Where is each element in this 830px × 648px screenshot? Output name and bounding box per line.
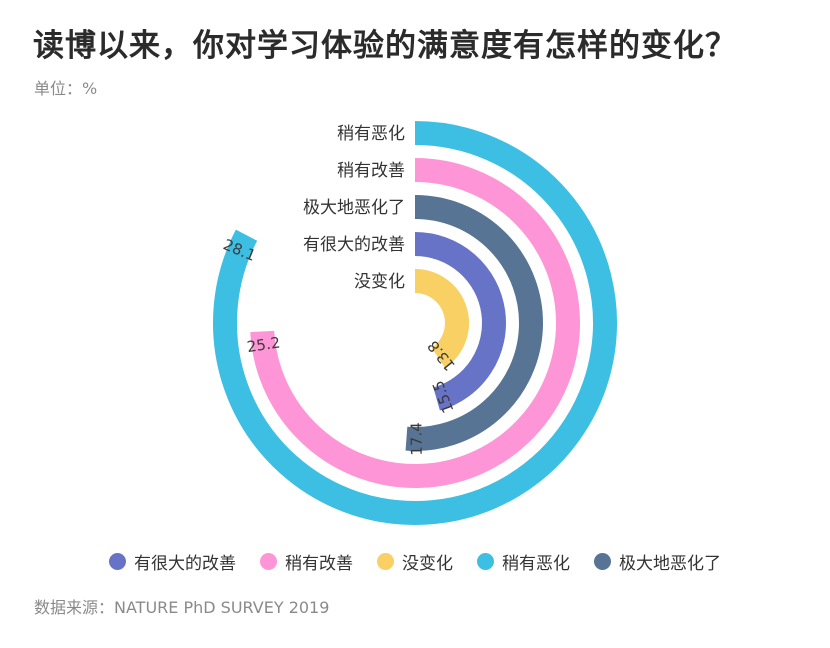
legend-item: 极大地恶化了 (594, 549, 721, 574)
legend-swatch (477, 553, 494, 570)
legend-item: 没变化 (377, 549, 453, 574)
legend-label: 有很大的改善 (134, 549, 236, 574)
legend-item: 稍有恶化 (477, 549, 570, 574)
legend-swatch (594, 553, 611, 570)
legend-item: 有很大的改善 (109, 549, 236, 574)
legend-label: 没变化 (402, 549, 453, 574)
ring-value-label: 17.4 (407, 422, 425, 456)
legend: 有很大的改善 稍有改善 没变化 稍有恶化 极大地恶化了 (0, 549, 830, 574)
legend-swatch (377, 553, 394, 570)
source-note: 数据来源：NATURE PhD SURVEY 2019 (34, 594, 329, 618)
ring-category-label: 极大地恶化了 (303, 198, 405, 218)
legend-label: 极大地恶化了 (619, 549, 721, 574)
legend-label: 稍有改善 (285, 549, 353, 574)
legend-label: 稍有恶化 (502, 549, 570, 574)
ring-category-label: 稍有改善 (337, 161, 405, 181)
legend-item: 稍有改善 (260, 549, 353, 574)
ring-category-label: 没变化 (354, 272, 405, 292)
ring-category-label: 稍有恶化 (337, 124, 405, 144)
legend-swatch (109, 553, 126, 570)
legend-swatch (260, 553, 277, 570)
ring-category-label: 有很大的改善 (303, 235, 405, 255)
